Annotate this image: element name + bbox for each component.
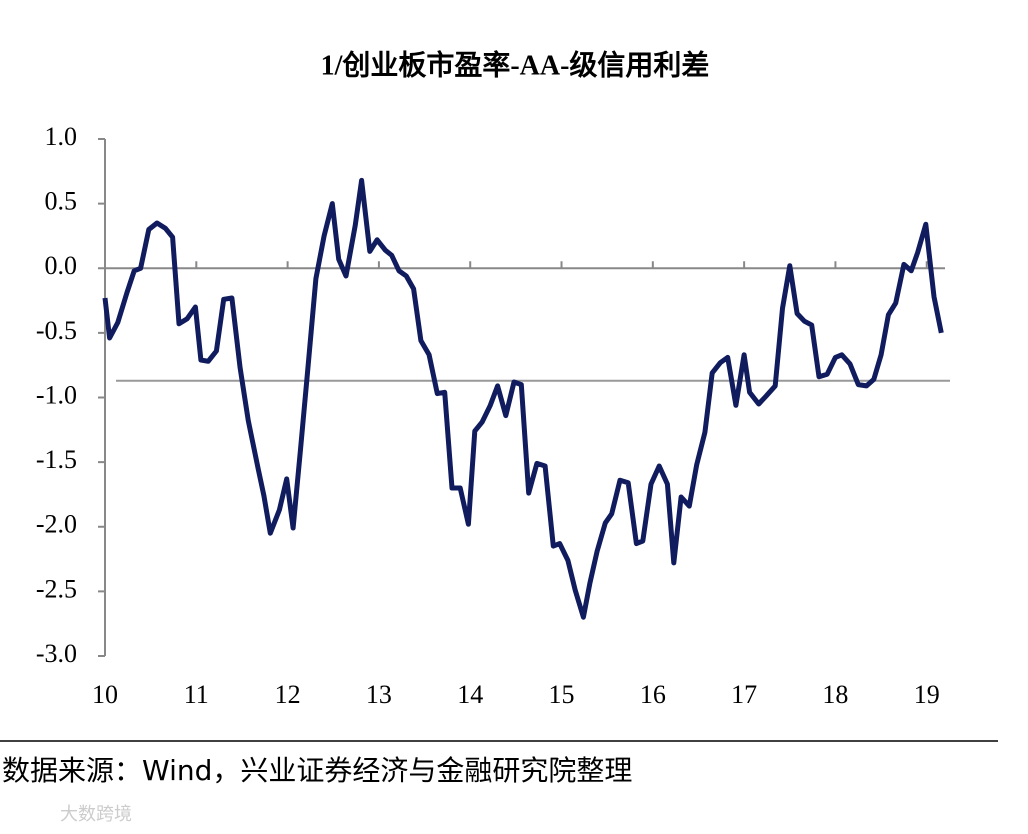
x-tick-label: 13 — [366, 680, 392, 709]
x-tick-label: 16 — [640, 680, 666, 709]
y-tick-label: -3.0 — [36, 639, 77, 668]
y-tick-label: -1.5 — [36, 445, 77, 474]
x-tick-label: 10 — [92, 680, 118, 709]
data-line — [102, 177, 944, 620]
y-tick-label: 1.0 — [45, 122, 78, 151]
y-tick-label: -2.5 — [36, 574, 77, 603]
watermark: 大数跨境 — [60, 804, 132, 825]
x-tick-label: 19 — [914, 680, 940, 709]
chart-title: 1/创业板市盈率-AA-级信用利差 — [321, 48, 710, 81]
source-note: 数据来源：Wind，兴业证券经济与金融研究院整理 — [2, 754, 632, 787]
x-tick-label: 17 — [731, 680, 757, 709]
y-tick-label: 0.0 — [45, 251, 78, 280]
x-tick-label: 11 — [184, 680, 209, 709]
y-tick-label: -0.5 — [36, 316, 77, 345]
y-tick-label: -2.0 — [36, 510, 77, 539]
y-tick-label: 0.5 — [45, 187, 78, 216]
x-tick-label: 15 — [549, 680, 575, 709]
x-tick-label: 18 — [822, 680, 848, 709]
x-tick-label: 12 — [275, 680, 301, 709]
x-tick-label: 14 — [457, 680, 483, 709]
y-tick-label: -1.0 — [36, 380, 77, 409]
